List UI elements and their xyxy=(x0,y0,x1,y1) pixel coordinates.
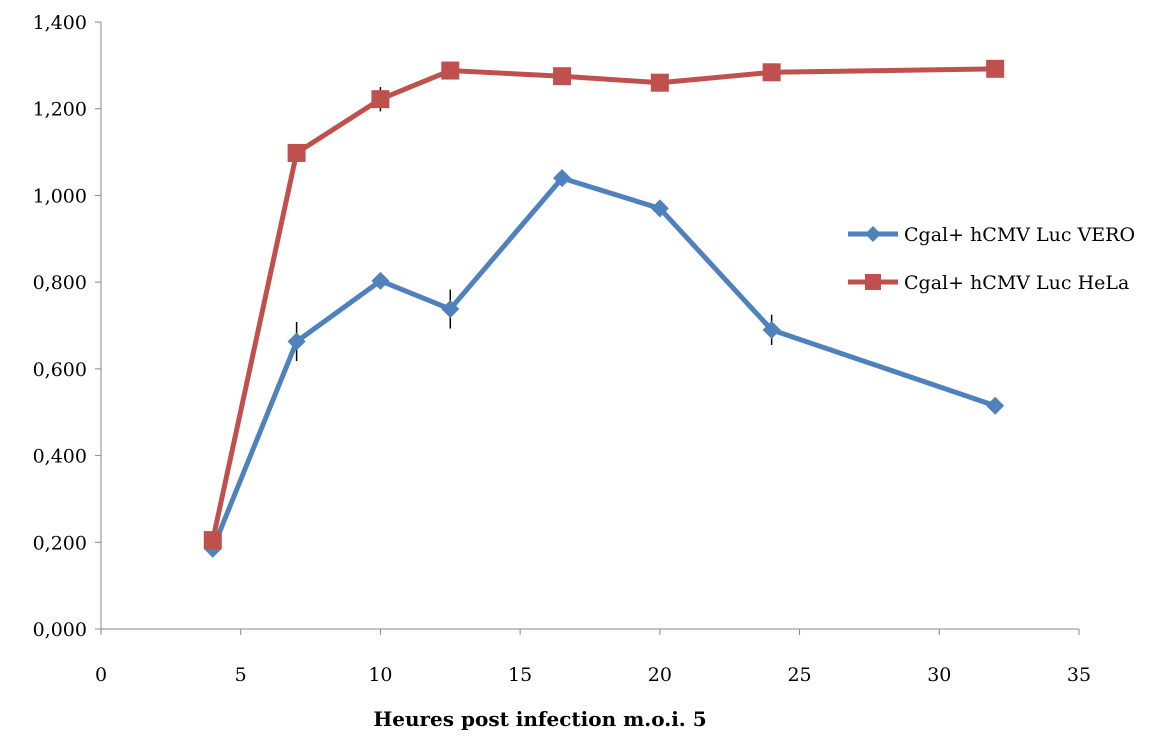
y-tick-label: 1,200 xyxy=(33,99,87,121)
data-point xyxy=(203,531,222,550)
data-point xyxy=(371,90,390,109)
tick-labels: 0,000 0,200 0,400 0,600 0,800 1,000 1,200 1,400… xyxy=(33,12,1092,686)
error-bars xyxy=(295,87,773,362)
x-tick-label: 35 xyxy=(1067,664,1091,686)
x-tick-label: 20 xyxy=(648,664,672,686)
chart-axes xyxy=(95,21,1080,635)
y-tick-label: 0,600 xyxy=(33,359,87,381)
data-point xyxy=(986,396,1005,415)
data-point xyxy=(287,332,306,351)
x-tick-label: 0 xyxy=(95,664,107,686)
series-2 xyxy=(203,59,1005,550)
data-point xyxy=(762,320,781,339)
data-point xyxy=(650,73,669,92)
legend-item: Cgal+ hCMV Luc VERO xyxy=(848,224,1135,246)
data-point xyxy=(553,67,572,86)
y-tick-label: 0,000 xyxy=(33,619,87,641)
data-point xyxy=(986,59,1005,78)
y-tick-label: 1,400 xyxy=(33,12,87,34)
x-tick-label: 25 xyxy=(787,664,811,686)
x-tick-label: 15 xyxy=(508,664,532,686)
data-point xyxy=(762,63,781,82)
data-point xyxy=(650,199,669,218)
series-line xyxy=(210,66,996,541)
data-point xyxy=(553,169,572,188)
series-1 xyxy=(203,169,1005,558)
y-tick-label: 1,000 xyxy=(33,185,87,207)
chart-legend: Cgal+ hCMV Luc VERO Cgal+ hCMV Luc HeLa xyxy=(848,224,1135,294)
data-point xyxy=(441,300,460,319)
data-point xyxy=(371,271,390,290)
series-line xyxy=(210,175,996,550)
x-tick-label: 30 xyxy=(927,664,951,686)
data-point xyxy=(441,61,460,80)
data-point xyxy=(287,143,306,162)
legend-label: Cgal+ hCMV Luc VERO xyxy=(904,224,1135,246)
y-tick-label: 0,800 xyxy=(33,272,87,294)
legend-marker xyxy=(865,274,881,290)
legend-label: Cgal+ hCMV Luc HeLa xyxy=(904,272,1129,294)
y-tick-label: 0,200 xyxy=(33,532,87,554)
x-tick-label: 5 xyxy=(235,664,247,686)
y-tick-label: 0,400 xyxy=(33,446,87,468)
legend-marker xyxy=(865,226,881,242)
x-axis-label: Heures post infection m.o.i. 5 xyxy=(373,707,706,731)
data-series xyxy=(203,59,1005,558)
legend-item: Cgal+ hCMV Luc HeLa xyxy=(848,272,1129,294)
x-tick-label: 10 xyxy=(368,664,392,686)
